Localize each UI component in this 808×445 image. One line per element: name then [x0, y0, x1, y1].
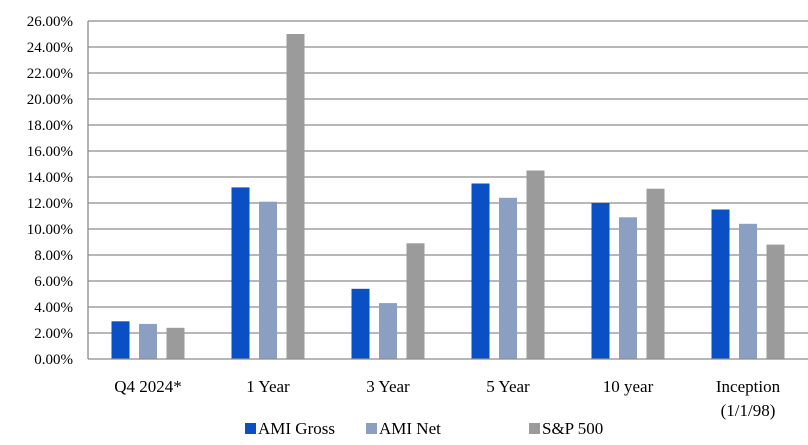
bars	[111, 34, 785, 359]
x-tick-label-line: 1 Year	[246, 377, 290, 396]
y-tick-label: 16.00%	[27, 144, 73, 160]
y-tick-label: 24.00%	[27, 40, 73, 56]
legend-swatch	[366, 423, 377, 434]
y-tick-label: 20.00%	[27, 92, 73, 108]
legend-item: AMI Net	[366, 419, 441, 438]
bar	[619, 217, 637, 359]
legend-swatch	[245, 423, 256, 434]
bar	[231, 187, 250, 359]
bar	[471, 183, 490, 359]
gridlines	[88, 20, 808, 334]
bar	[166, 327, 185, 359]
bar	[646, 188, 665, 359]
y-tick-label: 26.00%	[27, 14, 73, 30]
bar	[499, 197, 517, 359]
x-tick-label-line: Inception	[716, 377, 781, 396]
axes	[87, 21, 808, 360]
x-tick-label: 5 Year	[486, 377, 530, 396]
bar	[526, 170, 545, 359]
y-tick-label: 22.00%	[27, 66, 73, 82]
legend-swatch	[529, 423, 540, 434]
y-tick-label: 12.00%	[27, 196, 73, 212]
y-tick-label: 18.00%	[27, 118, 73, 134]
bar	[139, 323, 157, 359]
bar	[351, 288, 370, 359]
bar	[766, 244, 785, 359]
x-tick-label-line: 10 year	[603, 377, 654, 396]
legend: AMI Gross AMI Net S&P 500	[245, 419, 603, 438]
legend-label: AMI Net	[379, 419, 441, 438]
x-tick-label: 1 Year	[246, 377, 290, 396]
bar	[286, 34, 305, 359]
y-tick-label: 10.00%	[27, 222, 73, 238]
x-tick-label: 10 year	[603, 377, 654, 396]
y-tick-label: 4.00%	[34, 300, 73, 316]
y-tick-label: 2.00%	[34, 326, 73, 342]
bar	[379, 303, 397, 359]
y-tick-label: 6.00%	[34, 274, 73, 290]
y-tick-label: 8.00%	[34, 248, 73, 264]
bar	[406, 243, 425, 359]
bar	[591, 203, 610, 359]
y-axis-ticks: 0.00% 2.00% 4.00% 6.00% 8.00% 10.00% 12.00% 14.…	[27, 14, 73, 368]
bar	[711, 209, 730, 359]
x-tick-label: Inception (1/1/98)	[716, 377, 781, 420]
x-tick-label-line: (1/1/98)	[721, 401, 776, 420]
y-tick-label: 0.00%	[34, 352, 73, 368]
x-tick-label-line: 5 Year	[486, 377, 530, 396]
legend-label: AMI Gross	[258, 419, 335, 438]
legend-item: S&P 500	[529, 419, 603, 438]
x-tick-label: Q4 2024*	[114, 377, 182, 396]
x-tick-label-line: Q4 2024*	[114, 377, 182, 396]
x-axis-ticks: Q4 2024* 1 Year 3 Year 5 Year 10 year Incepti…	[114, 377, 780, 420]
x-tick-label: 3 Year	[366, 377, 410, 396]
legend-item: AMI Gross	[245, 419, 335, 438]
bar	[111, 321, 130, 359]
legend-label: S&P 500	[542, 419, 603, 438]
bar	[739, 223, 757, 359]
x-tick-label-line: 3 Year	[366, 377, 410, 396]
y-tick-label: 14.00%	[27, 170, 73, 186]
bar	[259, 201, 277, 359]
